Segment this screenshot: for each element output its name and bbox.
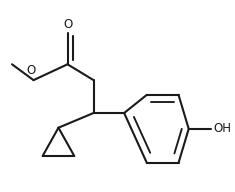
Text: O: O (63, 18, 72, 31)
Text: O: O (27, 64, 36, 77)
Text: OH: OH (214, 122, 232, 135)
